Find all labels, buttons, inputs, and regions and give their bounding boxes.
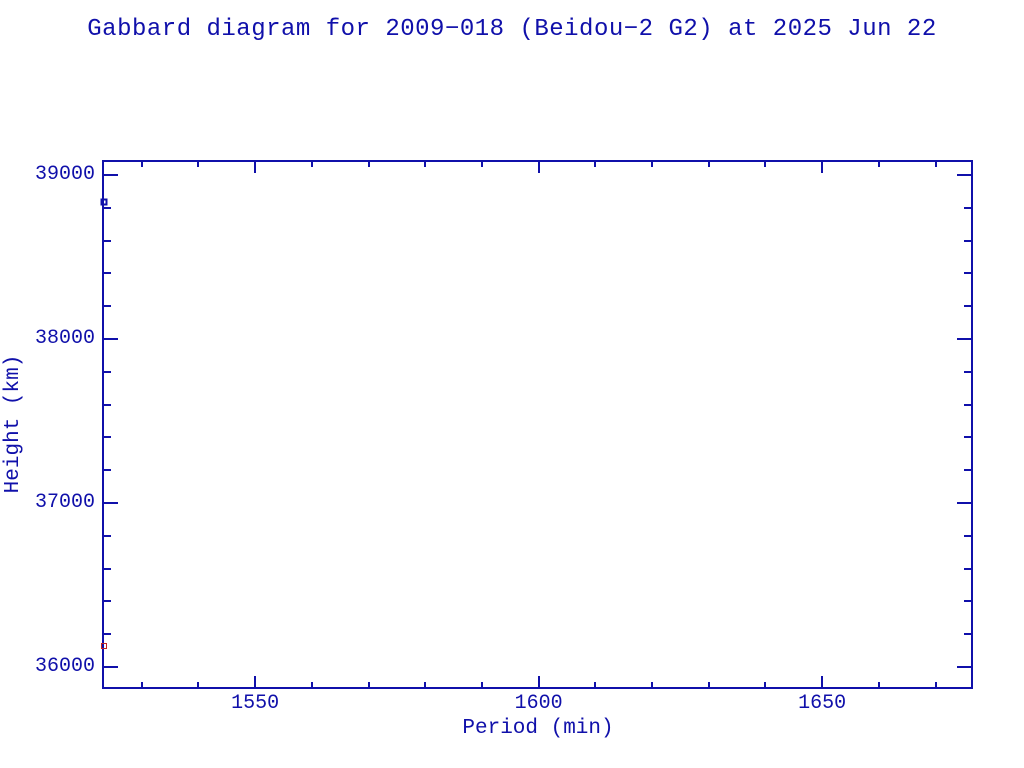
- x-minor-tick-top: [651, 162, 654, 167]
- x-minor-tick-top: [707, 162, 710, 167]
- y-minor-tick: [104, 469, 111, 472]
- y-minor-tick-right: [964, 403, 971, 406]
- x-tick-label: 1550: [231, 692, 280, 715]
- x-minor-tick-top: [310, 162, 313, 167]
- x-major-tick-top: [821, 162, 824, 173]
- x-minor-tick: [424, 682, 427, 687]
- x-minor-tick-top: [480, 162, 483, 167]
- x-minor-tick: [140, 682, 143, 687]
- y-minor-tick: [104, 272, 111, 275]
- y-major-tick: [104, 501, 118, 504]
- perigee-height-marker: [100, 642, 107, 649]
- x-minor-tick: [707, 682, 710, 687]
- x-minor-tick: [480, 682, 483, 687]
- y-minor-tick-right: [964, 370, 971, 373]
- x-minor-tick: [934, 682, 937, 687]
- y-major-tick-right: [957, 501, 971, 504]
- x-minor-tick: [877, 682, 880, 687]
- y-minor-tick: [104, 403, 111, 406]
- y-minor-tick: [104, 534, 111, 537]
- y-tick-label: 39000: [34, 162, 95, 186]
- x-minor-tick: [651, 682, 654, 687]
- y-minor-tick-right: [964, 567, 971, 570]
- y-minor-tick: [104, 206, 111, 209]
- x-minor-tick: [764, 682, 767, 687]
- x-minor-tick-top: [367, 162, 370, 167]
- y-minor-tick-right: [964, 600, 971, 603]
- y-minor-tick-right: [964, 436, 971, 439]
- x-tick-label: 1650: [798, 692, 847, 715]
- x-minor-tick-top: [934, 162, 937, 167]
- y-minor-tick: [104, 239, 111, 242]
- x-major-tick: [821, 676, 824, 687]
- y-major-tick-right: [957, 337, 971, 340]
- y-minor-tick: [104, 370, 111, 373]
- y-minor-tick-right: [964, 272, 971, 275]
- apogee-height-marker: [100, 198, 108, 206]
- x-major-tick-top: [254, 162, 257, 173]
- y-minor-tick-right: [964, 469, 971, 472]
- x-tick-label: 1600: [514, 692, 563, 715]
- y-minor-tick-right: [964, 633, 971, 636]
- x-major-tick: [537, 676, 540, 687]
- x-minor-tick-top: [197, 162, 200, 167]
- y-axis-label: Height (km): [2, 354, 25, 494]
- y-minor-tick: [104, 436, 111, 439]
- y-tick-label: 38000: [34, 326, 95, 350]
- y-minor-tick: [104, 567, 111, 570]
- x-axis-label: Period (min): [462, 717, 614, 740]
- y-major-tick: [104, 666, 118, 669]
- x-minor-tick-top: [594, 162, 597, 167]
- y-major-tick: [104, 337, 118, 340]
- y-tick-label: 37000: [34, 490, 95, 514]
- x-minor-tick-top: [424, 162, 427, 167]
- y-minor-tick: [104, 305, 111, 308]
- x-minor-tick: [367, 682, 370, 687]
- y-minor-tick: [104, 600, 111, 603]
- y-minor-tick-right: [964, 534, 971, 537]
- x-minor-tick-top: [140, 162, 143, 167]
- y-major-tick-right: [957, 666, 971, 669]
- y-minor-tick-right: [964, 239, 971, 242]
- x-minor-tick-top: [764, 162, 767, 167]
- x-minor-tick-top: [877, 162, 880, 167]
- y-tick-label: 36000: [34, 655, 95, 679]
- y-major-tick: [104, 173, 118, 176]
- x-minor-tick: [310, 682, 313, 687]
- y-minor-tick-right: [964, 305, 971, 308]
- x-major-tick-top: [537, 162, 540, 173]
- chart-title: Gabbard diagram for 2009−018 (Beidou−2 G…: [87, 16, 937, 43]
- y-minor-tick: [104, 633, 111, 636]
- x-minor-tick: [197, 682, 200, 687]
- y-minor-tick-right: [964, 206, 971, 209]
- y-major-tick-right: [957, 173, 971, 176]
- x-minor-tick: [594, 682, 597, 687]
- x-major-tick: [254, 676, 257, 687]
- plot-frame: [102, 160, 973, 689]
